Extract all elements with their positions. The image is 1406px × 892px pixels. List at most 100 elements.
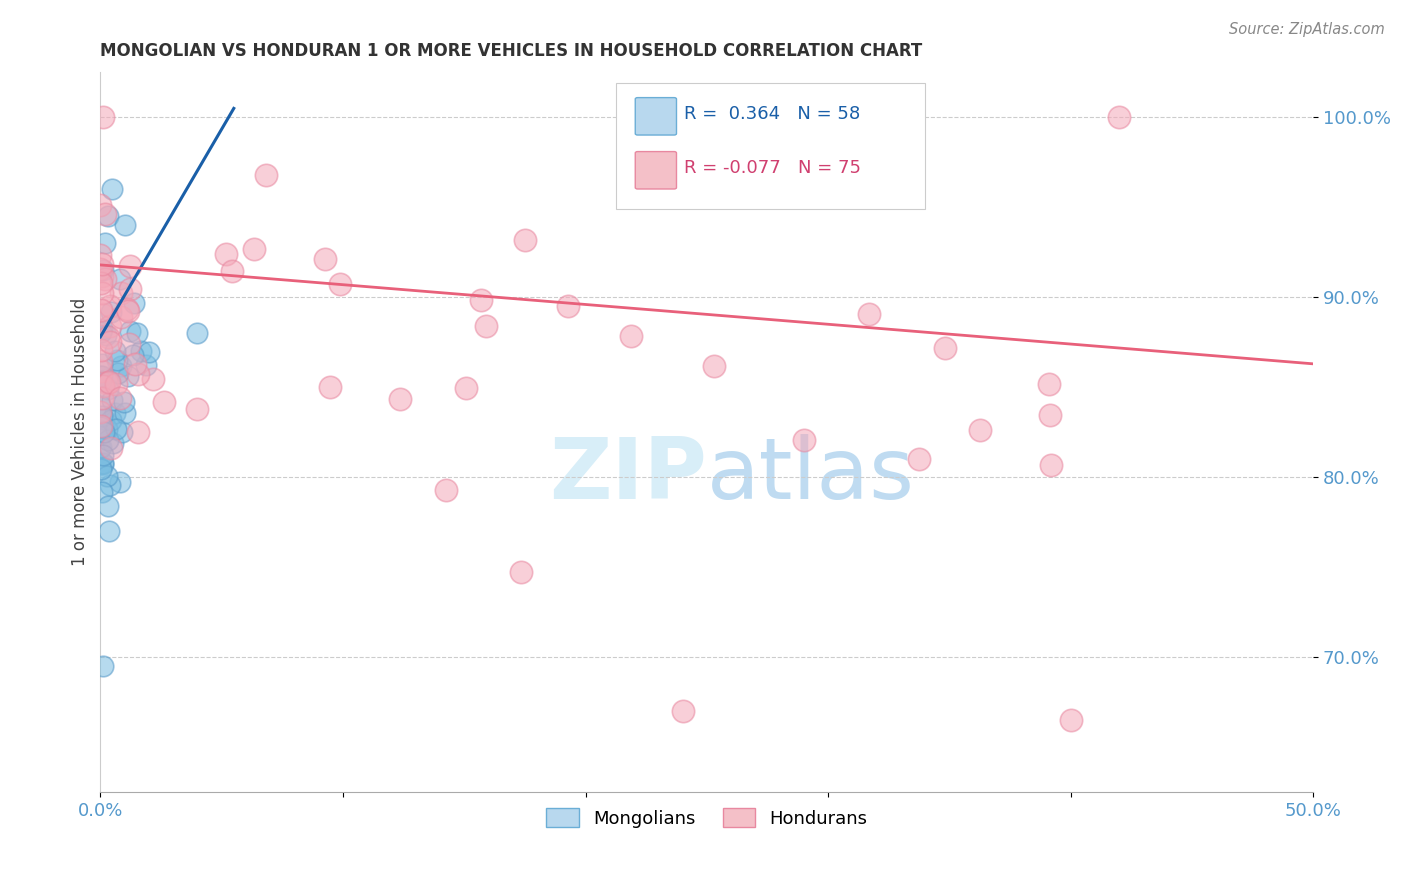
Point	[91, 458, 114, 472]
Point	[90, 440, 112, 454]
Point	[111, 425, 134, 439]
Point	[470, 293, 492, 307]
Point	[186, 401, 208, 416]
Point	[96, 376, 118, 390]
Point	[509, 565, 531, 579]
Point	[127, 367, 149, 381]
Point	[117, 368, 139, 383]
Point	[107, 366, 129, 380]
Point	[557, 299, 579, 313]
Point	[101, 392, 124, 407]
Point	[104, 422, 127, 436]
Point	[90, 420, 112, 434]
Point	[319, 380, 342, 394]
Point	[90, 268, 112, 283]
Point	[91, 379, 114, 393]
Point	[124, 357, 146, 371]
Point	[90, 391, 112, 405]
Point	[104, 406, 127, 420]
Point	[90, 364, 112, 378]
Point	[122, 296, 145, 310]
Point	[969, 423, 991, 437]
FancyBboxPatch shape	[636, 152, 676, 189]
Point	[793, 433, 815, 447]
Point	[121, 348, 143, 362]
Point	[93, 425, 115, 439]
Point	[1060, 713, 1083, 727]
Text: R =  0.364   N = 58: R = 0.364 N = 58	[683, 105, 860, 123]
Point	[389, 392, 412, 406]
Point	[120, 282, 142, 296]
Point	[117, 337, 139, 351]
Point	[254, 169, 277, 183]
Point	[93, 412, 115, 426]
Point	[96, 422, 118, 436]
Point	[110, 285, 132, 300]
Point	[91, 484, 114, 499]
Point	[89, 369, 111, 384]
Point	[434, 483, 457, 497]
Point	[91, 256, 114, 270]
Point	[90, 302, 112, 317]
Point	[703, 359, 725, 373]
Point	[96, 372, 118, 386]
Point	[908, 452, 931, 467]
Point	[91, 409, 114, 424]
Point	[314, 252, 336, 267]
Legend: Mongolians, Hondurans: Mongolians, Hondurans	[538, 801, 875, 835]
Point	[91, 263, 114, 277]
Point	[127, 425, 149, 440]
Point	[90, 326, 112, 340]
Point	[120, 324, 142, 338]
Y-axis label: 1 or more Vehicles in Household: 1 or more Vehicles in Household	[72, 298, 89, 566]
Point	[112, 395, 135, 409]
Point	[93, 272, 115, 286]
Point	[91, 111, 114, 125]
Point	[117, 304, 139, 318]
FancyBboxPatch shape	[636, 97, 676, 135]
Point	[186, 326, 208, 341]
Point	[97, 210, 120, 224]
Point	[1038, 376, 1060, 391]
Point	[114, 406, 136, 420]
FancyBboxPatch shape	[616, 83, 925, 209]
Point	[96, 469, 118, 483]
Point	[105, 353, 128, 368]
Point	[94, 236, 117, 251]
Point	[91, 659, 114, 673]
Point	[934, 341, 956, 355]
Point	[110, 359, 132, 373]
Point	[98, 318, 121, 333]
Text: atlas: atlas	[707, 434, 915, 516]
Point	[93, 207, 115, 221]
Point	[97, 524, 120, 538]
Point	[1039, 409, 1062, 423]
Point	[97, 383, 120, 397]
Point	[98, 299, 121, 313]
Point	[89, 405, 111, 419]
Point	[101, 436, 124, 450]
Point	[101, 182, 124, 196]
Point	[90, 462, 112, 476]
Point	[90, 285, 112, 300]
Point	[475, 318, 498, 333]
Point	[100, 304, 122, 318]
Point	[115, 301, 138, 316]
Point	[142, 372, 165, 386]
Point	[91, 307, 114, 321]
Point	[135, 358, 157, 372]
Point	[97, 433, 120, 447]
Point	[114, 219, 136, 233]
Point	[100, 413, 122, 427]
Point	[858, 307, 880, 321]
Point	[243, 242, 266, 256]
Point	[138, 345, 160, 359]
Point	[215, 247, 238, 261]
Point	[120, 259, 142, 273]
Point	[1108, 111, 1130, 125]
Point	[93, 448, 115, 462]
Point	[108, 272, 131, 286]
Point	[105, 376, 128, 391]
Point	[89, 457, 111, 471]
Point	[671, 704, 693, 718]
